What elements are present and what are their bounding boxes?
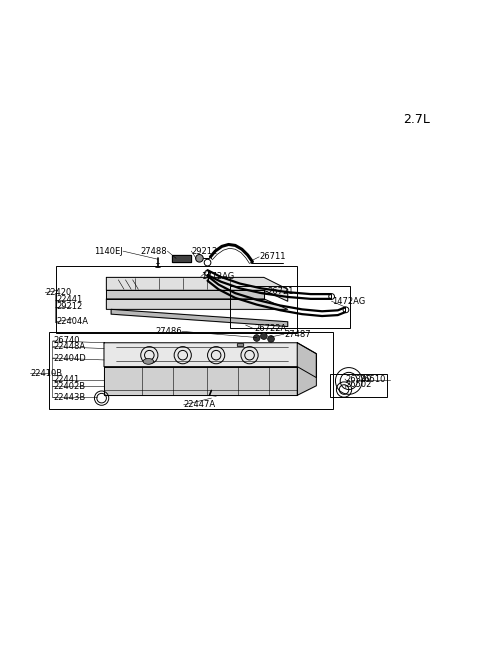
Text: 22404D: 22404D	[53, 354, 85, 362]
Circle shape	[261, 333, 267, 339]
Text: 26740: 26740	[53, 337, 79, 345]
Bar	[56, 267, 297, 333]
Polygon shape	[297, 343, 316, 395]
Text: 22448A: 22448A	[53, 342, 85, 351]
Polygon shape	[111, 309, 288, 327]
Text: 26502: 26502	[345, 381, 372, 389]
Text: 26721: 26721	[268, 287, 294, 296]
Bar	[237, 343, 243, 346]
Text: 27488: 27488	[141, 247, 168, 255]
Polygon shape	[104, 343, 316, 378]
Text: 22420: 22420	[45, 288, 72, 297]
Text: 22402B: 22402B	[53, 382, 85, 390]
Text: 1140EJ: 1140EJ	[95, 247, 123, 255]
Circle shape	[253, 335, 260, 341]
Bar	[237, 343, 243, 346]
Polygon shape	[104, 367, 297, 395]
Text: 22410B: 22410B	[30, 369, 62, 378]
Text: 2.7L: 2.7L	[403, 113, 430, 126]
Bar	[230, 286, 350, 328]
Circle shape	[196, 255, 203, 262]
Bar	[330, 374, 387, 397]
Text: 27486: 27486	[155, 327, 182, 336]
Text: 22443B: 22443B	[53, 393, 85, 402]
Text: 22404A: 22404A	[56, 317, 88, 326]
Text: 26722A: 26722A	[254, 324, 287, 333]
Text: 29212: 29212	[192, 247, 217, 255]
Bar	[49, 332, 333, 409]
Text: 26510: 26510	[360, 375, 386, 384]
Polygon shape	[107, 299, 288, 309]
Text: 26711: 26711	[259, 252, 286, 261]
Ellipse shape	[143, 358, 154, 364]
Polygon shape	[107, 277, 288, 301]
Text: 27487: 27487	[284, 329, 311, 339]
Text: 26349: 26349	[345, 375, 372, 384]
Text: 22441: 22441	[53, 375, 79, 384]
Text: 1472AG: 1472AG	[201, 272, 234, 281]
Polygon shape	[172, 255, 192, 261]
Circle shape	[268, 335, 275, 343]
Text: 1472AG: 1472AG	[332, 297, 365, 306]
Text: 22447A: 22447A	[184, 400, 216, 409]
Text: 29212: 29212	[56, 302, 83, 311]
Text: 22441: 22441	[56, 295, 83, 305]
Polygon shape	[107, 290, 264, 299]
